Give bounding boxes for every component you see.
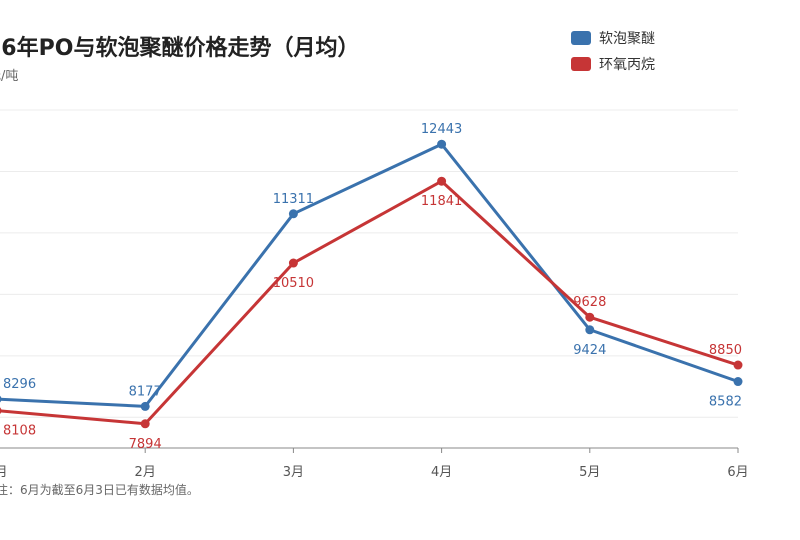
- data-label: 10510: [273, 276, 314, 291]
- x-tick-label: 1月: [0, 465, 8, 480]
- x-tick-label: 3月: [283, 465, 304, 480]
- data-point: [140, 419, 150, 429]
- data-label: 11841: [421, 194, 462, 209]
- data-label: 8296: [3, 377, 36, 392]
- data-label: 9424: [573, 343, 606, 358]
- data-point: [140, 401, 150, 411]
- data-label: 11311: [273, 192, 314, 207]
- x-tick-label: 2月: [135, 465, 156, 480]
- x-axis-ticks: 1月 2月 3月 4月 5月 6月: [0, 448, 749, 480]
- data-label: 7894: [129, 437, 162, 452]
- series-layer: 8296 8177 11311 12443 9424 8582 8108 7894 10510 1…: [0, 122, 743, 452]
- data-point: [733, 377, 743, 387]
- x-tick-label: 5月: [579, 465, 600, 480]
- data-point: [437, 176, 447, 186]
- legend-swatch: [571, 57, 591, 71]
- data-label: 8850: [709, 343, 742, 358]
- y-axis-unit: 元/吨: [0, 69, 18, 84]
- chart-title: 26年PO与软泡聚醚价格走势（月均）: [0, 35, 359, 61]
- data-label: 9628: [573, 295, 606, 310]
- data-label: 12443: [421, 122, 462, 137]
- data-point: [585, 312, 595, 322]
- data-point: [585, 325, 595, 335]
- series-line: [0, 142, 739, 408]
- data-point: [288, 209, 298, 219]
- legend-label: 环氧丙烷: [599, 57, 655, 73]
- data-label: 8582: [709, 395, 742, 410]
- data-label: 8177: [129, 384, 162, 399]
- data-point: [0, 407, 2, 414]
- chart-note: 注：6月为截至6月3日已有数据均值。: [0, 482, 199, 497]
- x-tick-label: 4月: [431, 465, 452, 480]
- data-label: 8108: [3, 424, 36, 439]
- grid-lines: [0, 109, 738, 418]
- legend-label: 软泡聚醚: [599, 31, 655, 47]
- legend-swatch: [571, 31, 591, 45]
- data-point: [733, 360, 743, 370]
- data-point: [288, 258, 298, 268]
- data-point: [437, 139, 447, 149]
- series-line: [0, 179, 739, 426]
- data-point: [0, 395, 2, 403]
- x-tick-label: 6月: [727, 465, 748, 480]
